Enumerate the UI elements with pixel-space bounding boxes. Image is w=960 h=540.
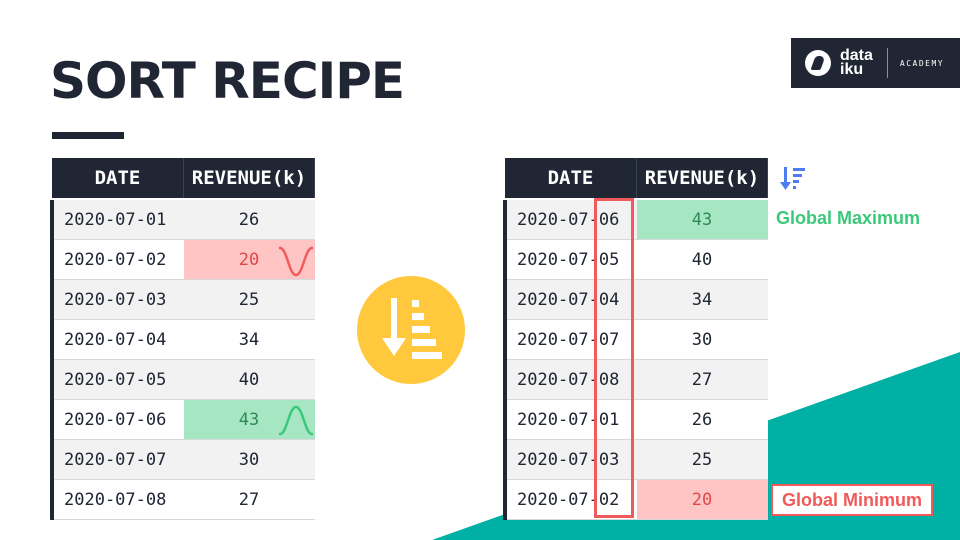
logo-line2: iku: [840, 61, 864, 78]
sort-descending-small-icon: [780, 167, 805, 190]
sorted-table: DATE REVENUE(k) 2020-07-06 43 2020-07-05…: [503, 158, 768, 520]
revenue-cell-maximum: 43: [183, 399, 315, 440]
date-cell: 2020-07-06: [50, 399, 184, 440]
revenue-cell: 25: [183, 279, 315, 320]
date-cell: 2020-07-07: [50, 439, 184, 480]
peak-curve-icon: [278, 405, 314, 436]
date-cell: 2020-07-03: [50, 279, 184, 320]
table-row: 2020-07-01 26: [50, 200, 315, 240]
column-header-revenue: REVENUE(k): [636, 158, 768, 198]
date-cell: 2020-07-08: [50, 479, 184, 520]
revenue-cell: 40: [636, 239, 768, 280]
table-row: 2020-07-07 30: [50, 439, 315, 480]
global-maximum-label: Global Maximum: [776, 208, 921, 228]
title-underline: [52, 132, 124, 139]
sort-descending-icon: [357, 276, 465, 384]
table-row: 2020-07-04 34: [50, 319, 315, 360]
revenue-cell: 34: [183, 319, 315, 360]
revenue-cell: 26: [636, 399, 768, 440]
revenue-cell: 27: [636, 359, 768, 400]
revenue-cell: 34: [636, 279, 768, 320]
date-cell: 2020-07-06: [503, 200, 637, 240]
column-header-date: DATE: [505, 158, 637, 198]
revenue-cell-minimum: 20: [636, 479, 768, 520]
dataiku-academy-logo: data iku ACADEMY: [791, 38, 960, 88]
day-highlight-box: [594, 198, 634, 518]
revenue-cell: 25: [636, 439, 768, 480]
revenue-cell: 27: [183, 479, 315, 520]
table-row: 2020-07-05 40: [503, 239, 768, 280]
revenue-cell: 30: [183, 439, 315, 480]
global-minimum-label: Global Minimum: [771, 484, 934, 516]
logo-divider: [886, 48, 888, 78]
revenue-cell: 40: [183, 359, 315, 400]
date-cell: 2020-07-01: [50, 200, 184, 240]
table-row: 2020-07-06 43: [50, 399, 315, 440]
date-cell: 2020-07-07: [503, 319, 637, 360]
table-row: 2020-07-04 34: [503, 279, 768, 320]
logo-academy: ACADEMY: [899, 58, 945, 68]
table-row: 2020-07-03 25: [503, 439, 768, 480]
original-table: DATE REVENUE(k) 2020-07-01 26 2020-07-02…: [50, 158, 315, 520]
revenue-cell-maximum: 43: [636, 200, 768, 240]
table-row: 2020-07-01 26: [503, 399, 768, 440]
date-cell: 2020-07-02: [503, 479, 637, 520]
table-row: 2020-07-08 27: [50, 479, 315, 520]
date-cell: 2020-07-08: [503, 359, 637, 400]
table-row: 2020-07-06 43: [503, 200, 768, 240]
logo-line1: data: [840, 47, 873, 64]
valley-curve-icon: [278, 246, 314, 277]
date-cell: 2020-07-05: [503, 239, 637, 280]
date-cell: 2020-07-04: [50, 319, 184, 360]
revenue-cell: 26: [183, 200, 315, 240]
date-cell: 2020-07-04: [503, 279, 637, 320]
page-title: SORT RECIPE: [50, 52, 405, 110]
table-row: 2020-07-08 27: [503, 359, 768, 400]
date-cell: 2020-07-05: [50, 359, 184, 400]
column-header-revenue: REVENUE(k): [183, 158, 315, 198]
table-row: 2020-07-02 20: [50, 239, 315, 280]
revenue-cell-minimum: 20: [183, 239, 315, 280]
bird-icon: [805, 50, 831, 76]
date-cell: 2020-07-01: [503, 399, 637, 440]
logo-wordmark: data iku: [840, 47, 873, 78]
table-row: 2020-07-05 40: [50, 359, 315, 400]
date-cell: 2020-07-03: [503, 439, 637, 480]
table-row: 2020-07-02 20: [503, 479, 768, 520]
table-row: 2020-07-03 25: [50, 279, 315, 320]
revenue-cell: 30: [636, 319, 768, 360]
column-header-date: DATE: [52, 158, 184, 198]
table-row: 2020-07-07 30: [503, 319, 768, 360]
date-cell: 2020-07-02: [50, 239, 184, 280]
